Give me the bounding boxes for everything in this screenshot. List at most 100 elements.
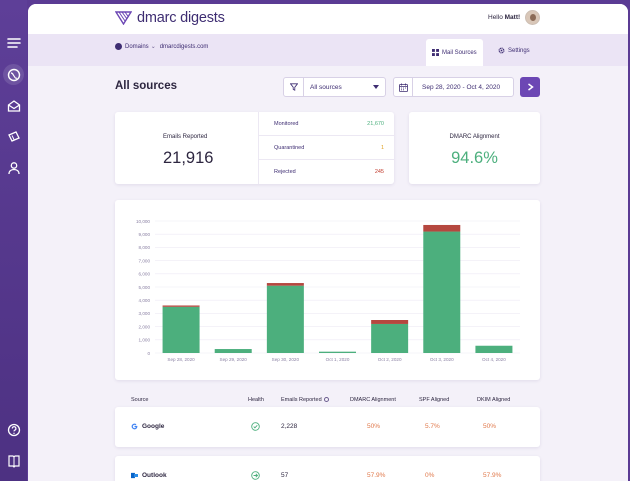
summary-row-label: Rejected	[274, 169, 296, 175]
outlook-icon	[131, 472, 138, 479]
sub-bar	[28, 34, 628, 66]
y-tick-label: 0	[147, 351, 150, 356]
y-tick-label: 6,000	[139, 272, 151, 277]
table-row[interactable]: Google 2,228 50% 5.7% 50%	[115, 407, 540, 447]
chevron-right-icon	[527, 83, 534, 91]
logo-icon	[115, 11, 132, 25]
tab-mail-sources[interactable]: Mail Sources	[426, 39, 483, 66]
tab-label: Mail Sources	[442, 49, 477, 56]
y-tick-label: 10,000	[136, 219, 150, 224]
y-tick-label: 8,000	[139, 245, 151, 250]
app-window: dmarc digests Hello Matt! Domains ⌄ dmar…	[28, 4, 628, 481]
col-header-dmarc[interactable]: DMARC Alignment	[350, 397, 396, 403]
summary-row-value: 245	[374, 169, 384, 175]
chart-card: 0 1,000 2,000 3,000 4,000 5,000 6,000 7,000 8,00…	[115, 200, 540, 380]
col-header-dkim[interactable]: DKIM Aligned	[477, 397, 511, 403]
bar-segment	[371, 323, 409, 353]
x-tick-label: Oct 3, 2020	[430, 357, 454, 362]
help-icon[interactable]	[6, 422, 21, 437]
emails-reported-label: Emails Reported	[163, 134, 208, 140]
ticket-icon[interactable]	[6, 129, 21, 144]
info-icon	[324, 397, 330, 403]
dmarc-alignment-card: DMARC Alignment 94.6%	[409, 112, 540, 184]
y-tick-label: 5,000	[139, 285, 151, 290]
spf-aligned: 5.7%	[425, 423, 440, 430]
dmarc-alignment: 50%	[367, 423, 381, 430]
table-row[interactable]: Outlook 57 57.9% 0% 57.9%	[115, 456, 540, 481]
bar-segment	[266, 285, 304, 353]
summary-row-value: 21,670	[367, 120, 384, 127]
tab-settings[interactable]: Settings	[492, 41, 536, 60]
summary-row-rejected: Rejected 245	[259, 160, 394, 184]
source-name: Google	[142, 423, 165, 430]
bar-segment	[214, 349, 252, 353]
spf-aligned: 0%	[425, 472, 435, 479]
page-title: All sources	[115, 80, 177, 92]
x-tick-label: Oct 2, 2020	[378, 357, 402, 362]
bar-segment	[319, 351, 356, 353]
grid-icon	[432, 49, 439, 56]
book-icon[interactable]	[6, 453, 21, 468]
divider	[258, 112, 259, 184]
left-rail	[0, 0, 27, 481]
user-name: Matt!	[504, 14, 521, 21]
top-bar: dmarc digests Hello Matt!	[28, 4, 628, 34]
globe-icon[interactable]	[3, 64, 24, 85]
x-tick-label: Oct 4, 2020	[482, 357, 506, 362]
bar-segment	[266, 283, 304, 286]
chevron-down-icon	[373, 85, 379, 89]
apply-filter-button[interactable]	[520, 77, 540, 97]
col-header-source[interactable]: Source	[131, 397, 149, 403]
google-icon	[131, 423, 138, 430]
bar-segment	[162, 306, 200, 353]
col-header-emails-label: Emails Reported	[281, 397, 322, 403]
bar-segment	[162, 305, 200, 307]
breadcrumb-domains[interactable]: Domains	[125, 43, 149, 50]
x-tick-label: Oct 1, 2020	[326, 357, 350, 362]
source-filter-value: All sources	[310, 84, 342, 91]
source-filter-select[interactable]: All sources	[283, 77, 386, 97]
emails-reported-value: 21,916	[163, 149, 214, 167]
col-header-health[interactable]: Health	[248, 397, 264, 403]
dmarc-alignment: 57.9%	[367, 472, 386, 479]
x-tick-label: Sep 30, 2020	[272, 357, 300, 362]
user-icon[interactable]	[6, 160, 21, 175]
alignment-value: 94.6%	[451, 149, 498, 167]
summary-row-label: Monitored	[274, 120, 299, 127]
y-tick-label: 7,000	[139, 258, 151, 263]
bar-segment	[475, 345, 513, 353]
emails-reported: 2,228	[281, 423, 298, 430]
avatar[interactable]	[525, 10, 540, 25]
menu-icon[interactable]	[6, 35, 21, 50]
mail-open-icon[interactable]	[6, 98, 21, 113]
dkim-aligned: 50%	[483, 423, 497, 430]
bar-segment	[423, 231, 461, 353]
dkim-aligned: 57.9%	[483, 472, 502, 479]
logo[interactable]: dmarc digests	[115, 10, 225, 26]
bar-segment	[423, 224, 461, 232]
col-header-spf[interactable]: SPF Aligned	[419, 397, 450, 403]
summary-row-monitored: Monitored 21,670	[259, 112, 394, 136]
emails-reported: 57	[281, 472, 289, 479]
breadcrumb[interactable]: Domains ⌄ dmarcdigests.com	[115, 43, 208, 50]
greeting: Hello Matt!	[488, 14, 520, 21]
emails-summary-card: Emails Reported 21,916	[115, 112, 394, 184]
source-name: Outlook	[142, 472, 167, 479]
globe-icon	[115, 43, 122, 50]
filter-icon	[284, 78, 304, 96]
summary-row-value: 1	[380, 144, 384, 151]
summary-row-label: Quarantined	[274, 144, 305, 151]
chevron-down-icon: ⌄	[150, 44, 156, 50]
x-tick-label: Sep 29, 2020	[220, 357, 248, 362]
check-circle-icon	[251, 422, 260, 431]
stacked-bar-chart: 0 1,000 2,000 3,000 4,000 5,000 6,000 7,000 8,00…	[136, 219, 520, 362]
bar-segment	[371, 320, 409, 324]
date-range-value: Sep 28, 2020 - Oct 4, 2020	[422, 84, 501, 91]
gear-icon	[498, 47, 505, 54]
y-tick-label: 4,000	[139, 298, 151, 303]
date-range-picker[interactable]: Sep 28, 2020 - Oct 4, 2020	[393, 77, 514, 97]
logo-text: dmarc digests	[137, 10, 225, 26]
summary-row-quarantined: Quarantined 1	[259, 136, 394, 160]
breadcrumb-domain[interactable]: dmarcdigests.com	[159, 43, 209, 50]
col-header-emails[interactable]: Emails Reported	[281, 397, 330, 403]
